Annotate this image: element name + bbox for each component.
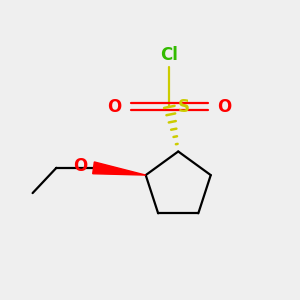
Text: O: O xyxy=(73,157,88,175)
Text: O: O xyxy=(217,98,231,116)
Text: O: O xyxy=(107,98,122,116)
Text: Cl: Cl xyxy=(160,46,178,64)
Text: S: S xyxy=(178,98,190,116)
Polygon shape xyxy=(93,162,146,175)
